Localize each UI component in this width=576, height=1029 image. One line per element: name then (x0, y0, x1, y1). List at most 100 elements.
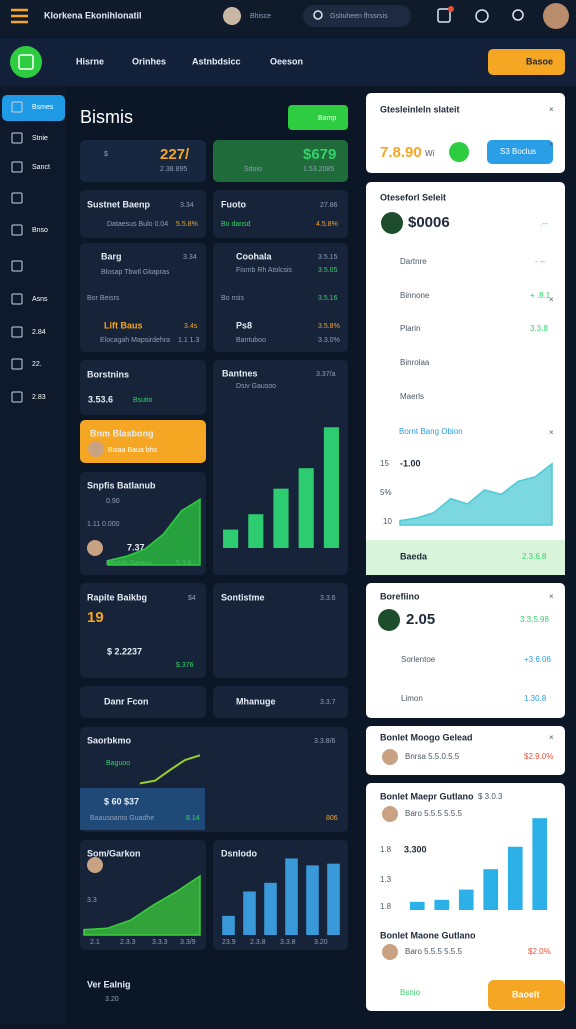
bar (264, 882, 277, 935)
bar (273, 488, 289, 548)
label: 1.8 (380, 902, 392, 911)
label: $2.9.0% (524, 752, 553, 761)
label: Bonlet Maepr Gutlano (380, 791, 474, 801)
label: 3.300 (404, 844, 427, 854)
label: $.376 (176, 662, 194, 669)
sidebar-icon[interactable] (11, 192, 23, 204)
panel (80, 243, 206, 352)
bar (327, 863, 340, 935)
label: Bor Beisrs (87, 295, 120, 302)
check[interactable] (449, 142, 469, 162)
label: 3.5.8% (318, 323, 340, 330)
label: + .8.1 (530, 291, 551, 300)
bar (248, 514, 264, 548)
label: Borefiino (380, 591, 420, 601)
label: Dataesus Bulo 0.04 (107, 221, 168, 228)
label: Klorkena Ekonihlonatil (44, 10, 142, 20)
sidebar-icon[interactable] (11, 391, 23, 403)
panel-button[interactable] (487, 140, 553, 164)
avatar (87, 540, 103, 556)
label: $2.0% (528, 947, 551, 956)
label: 3.3.7 (320, 699, 336, 706)
panel (80, 583, 206, 678)
sidebar-icon[interactable] (11, 293, 23, 305)
close[interactable]: × (549, 140, 554, 149)
panel (366, 583, 565, 718)
panel (213, 583, 348, 678)
panel-button[interactable] (488, 980, 565, 1010)
label: 2.3.6.8 (522, 552, 547, 561)
search-icon-2[interactable] (512, 9, 524, 21)
close[interactable]: × (549, 105, 554, 114)
label: Bismis (80, 107, 133, 127)
avatar (382, 806, 398, 822)
label: 806 (326, 815, 338, 822)
panel (80, 190, 206, 238)
label: Dartnre (400, 257, 427, 266)
close[interactable]: × (549, 592, 554, 601)
label: -1.00 (400, 458, 421, 468)
menu-icon[interactable] (11, 8, 28, 24)
panel (80, 140, 206, 182)
moon-icon[interactable] (475, 9, 489, 23)
label: Baro 5.5.5 5.5.5 (405, 947, 462, 956)
label: Dsnlodo (221, 848, 257, 858)
icon (378, 609, 400, 631)
area (83, 874, 201, 936)
label: Bhisce (250, 13, 271, 20)
label: 2.84 (32, 329, 46, 336)
label: Wi (425, 149, 435, 158)
sidebar-icon[interactable] (11, 132, 23, 144)
label: 3.34 (180, 202, 194, 209)
avatar[interactable] (223, 7, 241, 25)
label: Baro 5.5.5 5.5.5 (405, 809, 462, 818)
label: 2.38.895 (160, 166, 187, 173)
label: Snpfis Batlanub (87, 480, 156, 490)
nav-button[interactable] (488, 49, 565, 75)
close[interactable]: × (549, 295, 554, 304)
bar (434, 899, 450, 910)
label: Plarin (400, 324, 420, 333)
label: Baeda (400, 551, 428, 561)
search-box[interactable] (303, 5, 411, 27)
profile-avatar[interactable] (543, 3, 569, 29)
sidebar-icon[interactable] (11, 358, 23, 370)
label: Blosap Tbwtl Gkapras (101, 269, 170, 276)
label: Som/Garkon (87, 848, 141, 858)
label: $ (104, 151, 108, 158)
avatar (87, 857, 103, 873)
label: Elocagah Mapsirdehra (100, 337, 170, 344)
label: Dsiv Gausoo (236, 383, 276, 390)
main-button[interactable] (288, 105, 348, 130)
label: Oeeson (270, 56, 303, 66)
sidebar-icon[interactable] (11, 326, 23, 338)
label: Bonlet Moogo Gelead (380, 732, 473, 742)
close[interactable]: × (549, 428, 554, 437)
sidebar-icon[interactable] (11, 224, 23, 236)
sidebar-icon[interactable] (11, 161, 23, 173)
bar (532, 818, 548, 910)
panel (213, 686, 348, 718)
label: Oteseforl Seleit (380, 192, 446, 202)
label: 3.5.15 (318, 254, 338, 261)
label: 1.1 1.3 (178, 337, 200, 344)
label: Stnie (32, 135, 48, 142)
label: 3.3.0% (318, 337, 340, 344)
label: 3.20 (314, 939, 328, 946)
area (399, 462, 553, 526)
sidebar-icon[interactable] (11, 260, 23, 272)
label: Astnbdsicc (192, 56, 241, 66)
notify-icon[interactable] (437, 8, 451, 23)
label: Mhanuge (236, 696, 276, 706)
bar (409, 901, 425, 910)
close[interactable]: × (549, 733, 554, 742)
label: 3.3.8 (530, 324, 548, 333)
panel (80, 686, 206, 718)
label: Rapite Baikbg (87, 592, 147, 602)
logo (10, 46, 42, 78)
label: 3.3.8/6 (314, 738, 336, 745)
label: 8.14 (186, 815, 200, 822)
bar (222, 915, 235, 935)
sidebar-icon[interactable] (11, 101, 23, 113)
